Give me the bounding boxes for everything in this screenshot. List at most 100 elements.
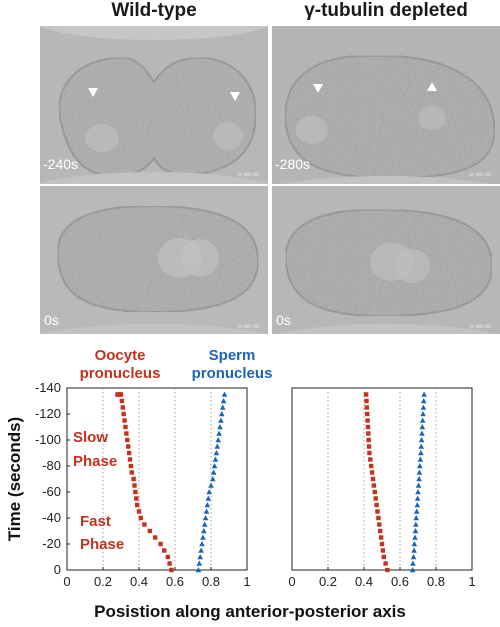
timestamp: 0:00:00 · — [470, 324, 498, 330]
data-point-oocyte — [162, 548, 167, 553]
data-point-sperm — [206, 489, 212, 495]
data-point-sperm — [214, 443, 221, 449]
data-point-sperm — [411, 541, 418, 547]
data-point-sperm — [414, 495, 421, 501]
data-point-oocyte — [128, 463, 134, 469]
data-point-oocyte — [131, 476, 136, 482]
data-point-oocyte — [371, 483, 377, 488]
data-point-sperm — [219, 411, 225, 417]
data-point-sperm — [205, 495, 212, 501]
data-point-sperm — [211, 463, 218, 469]
data-point-sperm — [412, 528, 419, 534]
data-point-sperm — [212, 456, 219, 462]
data-point-oocyte — [366, 444, 372, 449]
data-point-sperm — [416, 476, 422, 482]
data-point-oocyte — [169, 567, 174, 573]
x-tick-label: 0.8 — [202, 574, 220, 589]
data-point-oocyte — [135, 502, 140, 508]
data-point-sperm — [199, 541, 205, 547]
x-tick-label: 1 — [243, 574, 250, 589]
y-tick-label: -100 — [35, 432, 61, 447]
data-point-sperm — [419, 417, 426, 423]
data-point-oocyte — [126, 450, 132, 456]
column-title-wild-type: Wild-type — [111, 0, 197, 21]
data-point-oocyte — [364, 398, 369, 404]
y-axis-title: Time (seconds) — [5, 417, 24, 541]
data-point-sperm — [420, 398, 427, 404]
data-point-oocyte — [376, 515, 381, 521]
data-point-oocyte — [127, 457, 133, 462]
data-point-sperm — [421, 391, 427, 397]
x-tick-label: 0.2 — [319, 574, 337, 589]
data-point-sperm — [413, 521, 419, 527]
data-point-oocyte — [377, 522, 382, 527]
x-tick-label: 1 — [468, 574, 475, 589]
micrograph-gamma-tubulin-0s: 0s 0:00:00 · — [272, 186, 500, 334]
chart-gamma-tubulin: 0 0.2 0.4 0.6 0.8 1 — [288, 387, 476, 589]
data-point-oocyte — [383, 561, 388, 566]
data-point-oocyte — [165, 554, 170, 560]
data-point-oocyte — [367, 450, 372, 456]
series-label-oocyte: pronucleus — [80, 365, 161, 382]
data-point-oocyte — [368, 457, 373, 462]
y-tick-label: 0 — [54, 562, 61, 577]
data-point-oocyte — [363, 392, 369, 397]
data-point-oocyte — [364, 405, 370, 410]
data-point-sperm — [412, 534, 418, 540]
data-point-oocyte — [366, 431, 371, 436]
data-point-sperm — [201, 521, 208, 527]
pronucleus-arrow-icon — [427, 82, 437, 91]
x-tick-label: 0 — [63, 574, 70, 589]
data-point-sperm — [210, 469, 217, 475]
data-point-oocyte — [369, 463, 374, 469]
data-point-oocyte — [153, 535, 158, 540]
data-point-sperm — [409, 567, 416, 573]
data-point-oocyte — [121, 411, 126, 417]
x-tick-label: 0.2 — [94, 574, 112, 589]
data-point-oocyte — [136, 509, 142, 514]
data-point-oocyte — [132, 483, 137, 488]
data-point-sperm — [419, 430, 425, 436]
data-point-oocyte — [366, 437, 371, 443]
data-point-oocyte — [125, 437, 130, 443]
data-point-oocyte — [385, 567, 390, 573]
x-tick-label: 0.6 — [391, 574, 409, 589]
series-label-sperm: Sperm — [209, 347, 256, 364]
y-tick-label: -80 — [42, 458, 61, 473]
y-tick-label: -60 — [42, 484, 61, 499]
y-tick-label: -140 — [35, 380, 61, 395]
data-point-oocyte — [373, 496, 378, 501]
data-point-sperm — [219, 404, 226, 410]
data-point-sperm — [414, 502, 421, 508]
chart-wild-type: 0 0.2 0.4 0.6 0.8 10-20-40-60-80-100-120-140 … — [35, 347, 272, 589]
data-point-oocyte — [375, 509, 380, 514]
time-label: -280s — [275, 156, 311, 172]
data-point-sperm — [420, 404, 427, 410]
data-point-sperm — [417, 456, 424, 462]
plot-frame — [66, 387, 248, 571]
data-point-sperm — [217, 424, 223, 430]
annotation-fast-phase: Fast — [80, 513, 111, 530]
data-point-sperm — [410, 560, 416, 566]
data-point-sperm — [418, 443, 425, 449]
data-point-oocyte — [147, 528, 152, 534]
data-point-oocyte — [167, 561, 172, 566]
series-label-sperm: pronucleus — [192, 365, 273, 382]
data-point-sperm — [216, 430, 222, 436]
data-point-sperm — [413, 515, 419, 521]
micrograph-gamma-tubulin-early: -280s 0:00:00 · — [272, 26, 500, 184]
data-point-sperm — [213, 450, 220, 456]
data-point-sperm — [415, 482, 422, 488]
data-point-oocyte — [119, 398, 125, 404]
data-point-oocyte — [381, 554, 386, 560]
data-point-oocyte — [138, 515, 143, 521]
column-title-gamma-tubulin: γ-tubulin depleted — [304, 0, 468, 21]
data-point-sperm — [208, 482, 214, 488]
data-point-sperm — [210, 476, 216, 482]
x-axis-title: Posistion along anterior-posterior axis — [94, 602, 406, 621]
data-point-oocyte — [378, 535, 384, 540]
data-point-oocyte — [124, 431, 129, 436]
data-point-sperm — [410, 554, 417, 560]
data-point-sperm — [417, 463, 423, 469]
timestamp: 0:00:00 · — [238, 324, 266, 330]
